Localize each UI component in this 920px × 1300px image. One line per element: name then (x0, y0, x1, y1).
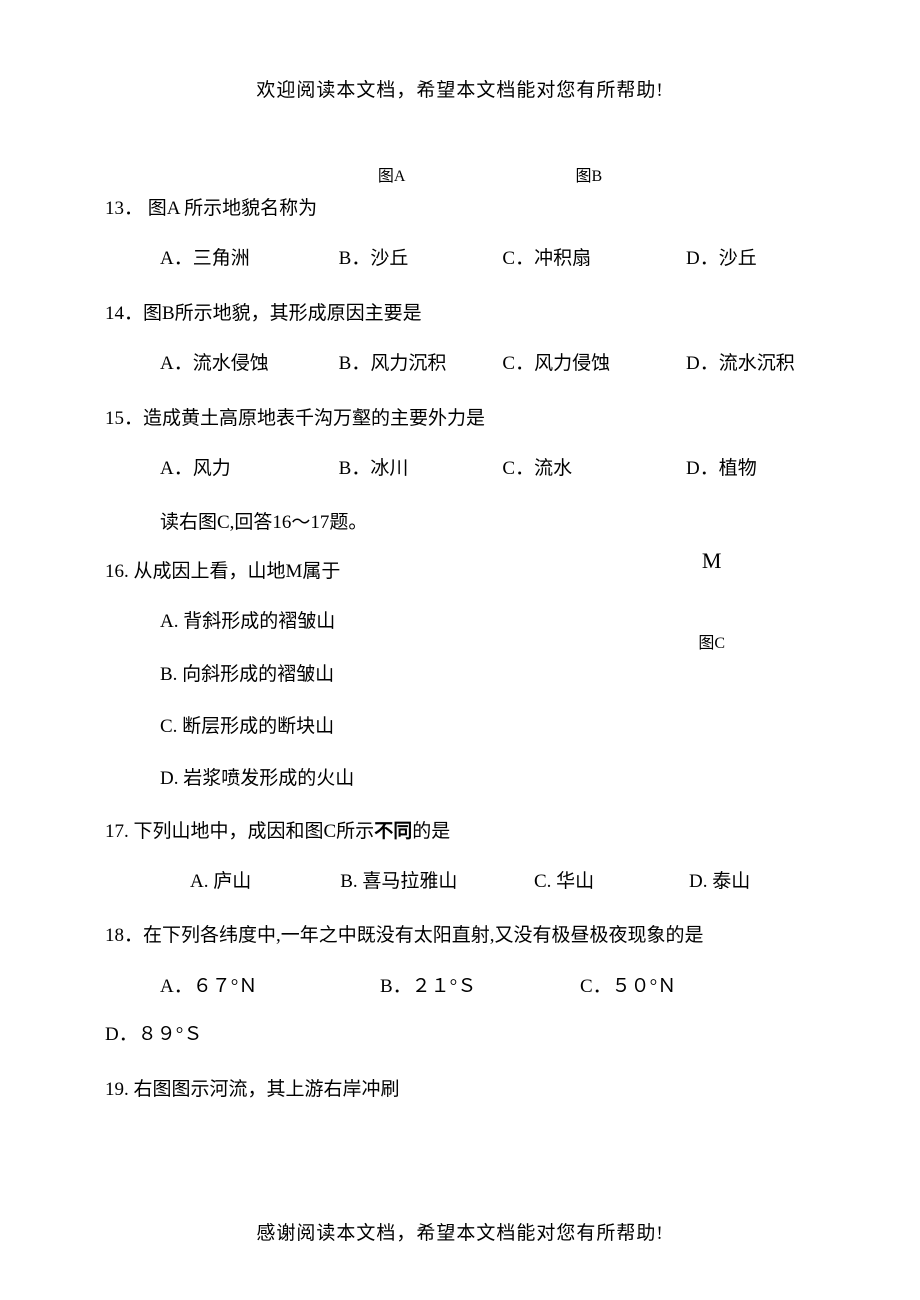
q13-option-a: A．三角洲 (160, 244, 339, 274)
q13-option-b: B．沙丘 (339, 244, 503, 274)
q14-option-c: C．风力侵蚀 (502, 349, 686, 379)
figure-a-label: 图A (378, 162, 406, 186)
q16-option-b: B. 向斜形成的褶皱山 (160, 660, 815, 690)
question-19: 19. 右图图示河流，其上游右岸冲刷 (105, 1075, 815, 1105)
q17-option-d: D. 泰山 (689, 867, 815, 897)
question-14: 14．图B所示地貌，其形成原因主要是 A．流水侵蚀 B．风力沉积 C．风力侵蚀 … (105, 299, 815, 380)
q17-option-c: C. 华山 (534, 867, 689, 897)
instruction-16-17: 读右图C,回答16～17题。 (105, 508, 815, 538)
q13-option-d: D．沙丘 (686, 244, 815, 274)
q15-option-a: A．风力 (160, 454, 339, 484)
q14-option-d: D．流水沉积 (686, 349, 815, 379)
q15-option-b: B．冰川 (339, 454, 503, 484)
figure-labels-row: 图A 图B (105, 162, 815, 186)
q18-option-b: B．２１°Ｓ (380, 972, 580, 1002)
header-text: 欢迎阅读本文档，希望本文档能对您有所帮助! (105, 75, 815, 102)
q17-options: A. 庐山 B. 喜马拉雅山 C. 华山 D. 泰山 (105, 867, 815, 897)
question-13: 13． 图A 所示地貌名称为 A．三角洲 B．沙丘 C．冲积扇 D．沙丘 (105, 194, 815, 275)
figure-c-marker-m: M (698, 548, 725, 574)
question-17: 17. 下列山地中，成因和图C所示不同的是 A. 庐山 B. 喜马拉雅山 C. … (105, 817, 815, 898)
q14-options: A．流水侵蚀 B．风力沉积 C．风力侵蚀 D．流水沉积 (105, 349, 815, 379)
q16-option-c: C. 断层形成的断块山 (160, 712, 815, 742)
q18-stem: 18．在下列各纬度中,一年之中既没有太阳直射,又没有极昼极夜现象的是 (105, 921, 815, 951)
q19-stem: 19. 右图图示河流，其上游右岸冲刷 (105, 1075, 815, 1105)
q14-option-a: A．流水侵蚀 (160, 349, 339, 379)
q18-options-row1: A．６７°Ｎ B．２１°Ｓ C．５０°Ｎ (105, 972, 815, 1002)
q17-stem-bold: 不同 (374, 821, 412, 842)
q17-stem: 17. 下列山地中，成因和图C所示不同的是 (105, 817, 815, 847)
q15-option-d: D．植物 (686, 454, 815, 484)
q18-option-d: D．８９°Ｓ (105, 1020, 815, 1050)
q15-option-c: C．流水 (502, 454, 686, 484)
figure-c-area: M 图C (698, 548, 725, 653)
q14-option-b: B．风力沉积 (339, 349, 503, 379)
figure-b-label: 图B (575, 162, 602, 186)
q17-stem-prefix: 17. 下列山地中，成因和图C所示 (105, 821, 374, 842)
q15-stem: 15．造成黄土高原地表千沟万壑的主要外力是 (105, 404, 815, 434)
q17-option-b: B. 喜马拉雅山 (340, 867, 534, 897)
q13-options: A．三角洲 B．沙丘 C．冲积扇 D．沙丘 (105, 244, 815, 274)
footer-text: 感谢阅读本文档，希望本文档能对您有所帮助! (0, 1218, 920, 1245)
q17-option-a: A. 庐山 (190, 867, 340, 897)
q18-option-a: A．６７°Ｎ (160, 972, 380, 1002)
q16-option-d: D. 岩浆喷发形成的火山 (160, 764, 815, 794)
q14-stem: 14．图B所示地貌，其形成原因主要是 (105, 299, 815, 329)
figure-c-label: 图C (698, 629, 725, 653)
q13-stem: 13． 图A 所示地貌名称为 (105, 194, 815, 224)
question-15: 15．造成黄土高原地表千沟万壑的主要外力是 A．风力 B．冰川 C．流水 D．植… (105, 404, 815, 539)
q15-options: A．风力 B．冰川 C．流水 D．植物 (105, 454, 815, 484)
q13-option-c: C．冲积扇 (502, 244, 686, 274)
q17-stem-suffix: 的是 (412, 821, 450, 842)
q18-option-c: C．５０°Ｎ (580, 972, 740, 1002)
question-18: 18．在下列各纬度中,一年之中既没有太阳直射,又没有极昼极夜现象的是 A．６７°… (105, 921, 815, 1050)
